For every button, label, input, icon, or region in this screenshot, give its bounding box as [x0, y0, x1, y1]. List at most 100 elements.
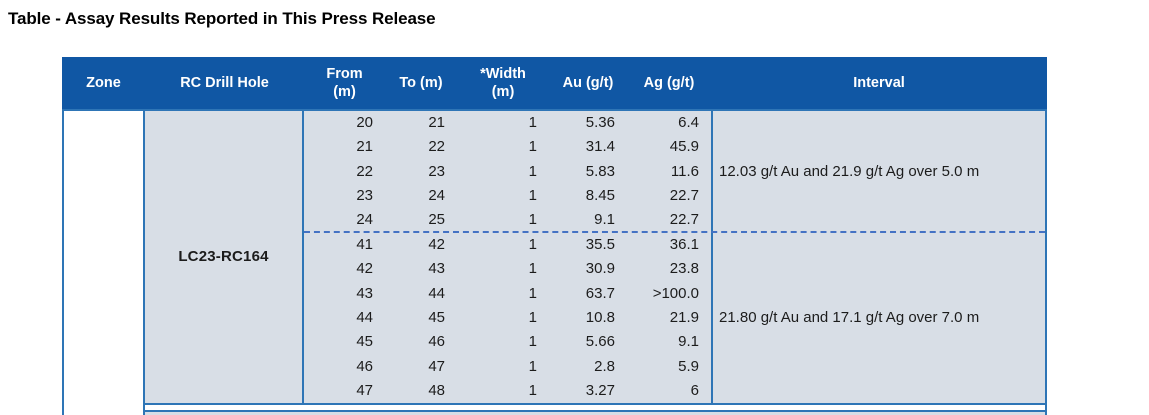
interval-column-divider — [711, 110, 713, 403]
drill-hole-bottom-border — [143, 403, 1047, 405]
table-cell: 1 — [528, 138, 537, 156]
table-cell: 23 — [356, 186, 373, 204]
column-header-drill-hole: RC Drill Hole — [180, 74, 269, 91]
header-bottom-border — [62, 109, 1047, 111]
table-cell: 1 — [528, 235, 537, 253]
table-cell: 31.4 — [585, 138, 615, 156]
table-cell: 22 — [428, 138, 445, 156]
table-row: 44 45 1 10.8 21.9 — [304, 305, 711, 329]
table-cell: 21 — [428, 113, 445, 131]
table-cell: 9.1 — [594, 211, 615, 229]
table-cell: 1 — [528, 260, 537, 278]
table-row: 42 43 1 30.9 23.8 — [304, 256, 711, 280]
table-cell: 1 — [528, 357, 537, 375]
table-cell: 35.5 — [585, 235, 615, 253]
table-cell: >100.0 — [652, 284, 699, 302]
table-cell: 22.7 — [669, 186, 699, 204]
column-header-from-line2: (m) — [333, 83, 356, 100]
table-cell: 6.4 — [678, 113, 699, 131]
table-cell: 2.8 — [594, 357, 615, 375]
column-header-width-line1: *Width — [480, 66, 526, 83]
column-header-to: To (m) — [399, 74, 443, 91]
table-cell: 22.7 — [669, 211, 699, 229]
page-title: Table - Assay Results Reported in This P… — [8, 9, 436, 28]
table-cell: 1 — [528, 333, 537, 351]
table-cell: 63.7 — [585, 284, 615, 302]
group-separator-dashed-line — [304, 231, 1045, 233]
column-header-interval: Interval — [853, 74, 905, 91]
column-header-au: Au (g/t) — [562, 74, 614, 91]
column-header-width-line2: (m) — [491, 83, 515, 100]
table-row: 45 46 1 5.66 9.1 — [304, 330, 711, 354]
table-cell: 1 — [528, 308, 537, 326]
table-cell: 42 — [428, 235, 445, 253]
table-cell: 47 — [356, 382, 373, 400]
table-header-row: Zone RC Drill Hole From (m) To (m) *Widt… — [62, 57, 1047, 110]
table-cell: 48 — [428, 382, 445, 400]
table-cell: 45 — [428, 308, 445, 326]
table-row: 20 21 1 5.36 6.4 — [304, 110, 711, 134]
table-cell: 25 — [428, 211, 445, 229]
table-cell: 5.66 — [585, 333, 615, 351]
assay-results-table: Zone RC Drill Hole From (m) To (m) *Widt… — [62, 57, 1049, 415]
table-cell: 46 — [356, 357, 373, 375]
table-cell: 21.9 — [669, 308, 699, 326]
table-cell: 45.9 — [669, 138, 699, 156]
table-cell: 24 — [428, 186, 445, 204]
table-border-right — [1045, 110, 1047, 415]
table-row: 21 22 1 31.4 45.9 — [304, 134, 711, 158]
column-header-width: *Width (m) — [457, 57, 549, 110]
interval-cell-group-2: 21.80 g/t Au and 17.1 g/t Ag over 7.0 m — [713, 232, 1045, 403]
group-1-rows: 20 21 1 5.36 6.4 21 22 1 31.4 45.9 22 23 1 5.83 11.6 23… — [304, 110, 711, 232]
table-cell: 20 — [356, 113, 373, 131]
table-cell: 44 — [428, 284, 445, 302]
table-cell: 21 — [356, 138, 373, 156]
group-2-rows: 41 42 1 35.5 36.1 42 43 1 30.9 23.8 43 44 1 63.7 >100.… — [304, 232, 711, 403]
table-cell: 22 — [356, 162, 373, 180]
column-header-from: From (m) — [304, 57, 385, 110]
table-cell: 1 — [528, 284, 537, 302]
table-cell: 47 — [428, 357, 445, 375]
table-cell: 44 — [356, 308, 373, 326]
table-row: 47 48 1 3.27 6 — [304, 379, 711, 403]
table-cell: 43 — [356, 284, 373, 302]
table-cell: 41 — [356, 235, 373, 253]
table-row: 23 24 1 8.45 22.7 — [304, 183, 711, 207]
table-cell: 9.1 — [678, 333, 699, 351]
column-header-from-line1: From — [326, 66, 363, 83]
table-cell: 1 — [528, 162, 537, 180]
table-border-left — [62, 110, 64, 415]
table-cell: 45 — [356, 333, 373, 351]
table-row: 46 47 1 2.8 5.9 — [304, 354, 711, 378]
table-cell: 24 — [356, 211, 373, 229]
interval-cell-group-1: 12.03 g/t Au and 21.9 g/t Ag over 5.0 m — [713, 110, 1045, 232]
table-cell: 5.36 — [585, 113, 615, 131]
zone-cell — [62, 110, 145, 415]
table-cell: 43 — [428, 260, 445, 278]
table-cell: 1 — [528, 186, 537, 204]
table-cell: 1 — [528, 113, 537, 131]
table-row: 24 25 1 9.1 22.7 — [304, 208, 711, 232]
zone-column-divider — [143, 110, 145, 415]
column-header-ag: Ag (g/t) — [643, 74, 695, 91]
table-cell: 36.1 — [669, 235, 699, 253]
drill-hole-cell: LC23-RC164 — [145, 110, 302, 403]
table-cell: 5.83 — [585, 162, 615, 180]
table-row: 43 44 1 63.7 >100.0 — [304, 281, 711, 305]
table-cell: 3.27 — [585, 382, 615, 400]
table-row: 41 42 1 35.5 36.1 — [304, 232, 711, 256]
table-cell: 1 — [528, 211, 537, 229]
table-cell: 5.9 — [678, 357, 699, 375]
table-cell: 30.9 — [585, 260, 615, 278]
drill-hole-column-divider — [302, 110, 304, 403]
table-cell: 42 — [356, 260, 373, 278]
table-cell: 1 — [528, 382, 537, 400]
table-cell: 6 — [690, 382, 699, 400]
table-cell: 10.8 — [585, 308, 615, 326]
next-section-top-border — [143, 410, 1047, 412]
column-header-zone: Zone — [86, 74, 121, 91]
table-cell: 23.8 — [669, 260, 699, 278]
table-row: 22 23 1 5.83 11.6 — [304, 159, 711, 183]
table-cell: 11.6 — [670, 162, 699, 180]
